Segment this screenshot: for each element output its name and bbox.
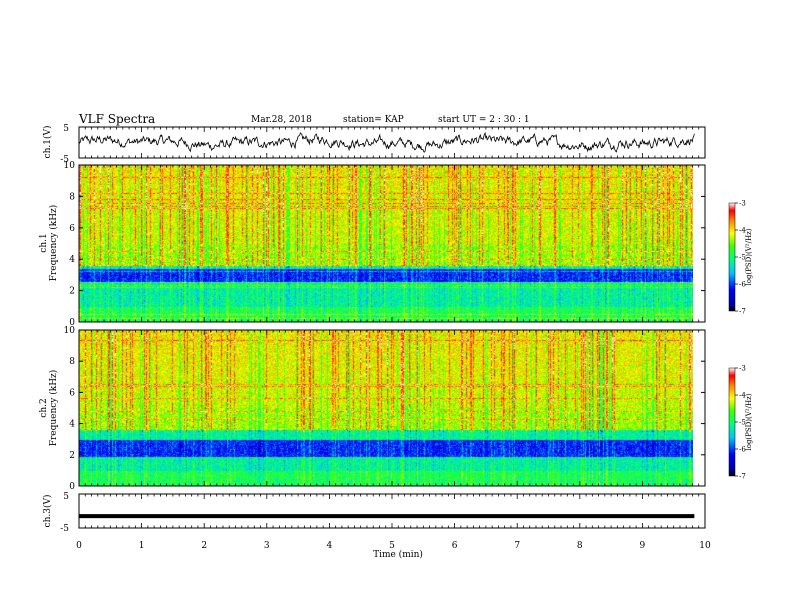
ch3-voltage-ylabel: ch.3(V)	[42, 495, 53, 528]
ch1-channel-label: ch.1	[39, 233, 49, 252]
time-tick-label: 9	[640, 541, 646, 551]
ch2-spectrogram-image	[79, 330, 693, 486]
ch2-spectrogram-ytick-label: 4	[69, 420, 75, 430]
ch1-frequency-ylabel: Frequency (kHz)	[48, 205, 59, 282]
ch1-colorbar-tick-label: -7	[739, 308, 746, 316]
ch1-colorbar	[728, 202, 736, 312]
ch1-voltage-trace	[78, 131, 695, 153]
time-tick-label: 1	[139, 541, 145, 551]
ch1-colorbar-tick-label: -4	[739, 227, 746, 235]
date-label: Mar.28, 2018	[251, 115, 312, 125]
time-tick-label: 3	[264, 541, 270, 551]
station-label: station= KAP	[343, 115, 404, 125]
ch1-colorbar-tick-label: -3	[739, 200, 746, 208]
time-tick-label: 10	[699, 541, 711, 551]
ch2-spectrogram-ytick-label: 10	[64, 326, 76, 336]
ch1-spectrogram-ytick-label: 8	[69, 192, 75, 202]
ch2-frequency-ylabel: Frequency (kHz)	[48, 370, 59, 447]
ch1-ytick-bottom: -5	[60, 155, 69, 165]
time-axis-ticks: 0 1 2 3 4 5 6 7 8 9 10	[76, 127, 711, 551]
ch1-spectrogram-ytick-label: 6	[69, 224, 75, 234]
ch3-voltage-frame	[78, 493, 706, 529]
ch2-spectrogram-ytick-label: 6	[69, 388, 75, 398]
ch3-ytick-bottom: -5	[60, 524, 69, 534]
ch2-spectrogram-ytick-label: 8	[69, 357, 75, 367]
ch2-colorbar-tick-label: -7	[739, 473, 746, 481]
ch2-colorbar-tick-label: -6	[739, 446, 746, 454]
time-tick-label: 0	[76, 541, 82, 551]
ch1-ytick-top: 5	[63, 124, 69, 134]
ch2-colorbar-tick-label: -5	[739, 419, 746, 427]
ch2-colorbar	[728, 367, 736, 477]
ch2-colorbar-tick-label: -3	[739, 365, 746, 373]
ch2-spectrogram-ytick-label: 0	[69, 482, 75, 492]
ch3-ytick-top: 5	[63, 492, 69, 502]
ch1-spectrogram-ytick-label: 10	[64, 161, 76, 171]
ch2-spectrogram-ytick-label: 2	[69, 451, 75, 461]
ch2-colorbar-tick-label: -4	[739, 392, 746, 400]
ch2-colorbar-label: log(PSD)(V²/Hz)	[745, 393, 753, 450]
ch1-colorbar-label: log(PSD)(V²/Hz)	[745, 228, 753, 285]
ch1-colorbar-tick-label: -5	[739, 254, 746, 262]
ch1-spectrogram-ytick-label: 0	[69, 318, 75, 328]
time-tick-label: 5	[389, 541, 395, 551]
time-tick-label: 7	[514, 541, 520, 551]
time-tick-label: 4	[327, 541, 333, 551]
time-axis-label: Time (min)	[373, 549, 423, 560]
ch1-voltage-ylabel: ch.1(V)	[42, 126, 53, 159]
time-tick-label: 2	[201, 541, 207, 551]
ch2-channel-label: ch.2	[39, 398, 49, 417]
time-tick-label: 8	[577, 541, 583, 551]
figure-title: VLF Spectra	[78, 112, 155, 126]
ch1-spectrogram-image	[79, 165, 693, 322]
start-time-label: start UT = 2 : 30 : 1	[438, 115, 530, 125]
ch1-colorbar-tick-label: -6	[739, 281, 746, 289]
ch1-spectrogram-ytick-label: 4	[69, 255, 75, 265]
ch1-spectrogram-ytick-label: 2	[69, 287, 75, 297]
time-tick-label: 6	[452, 541, 458, 551]
